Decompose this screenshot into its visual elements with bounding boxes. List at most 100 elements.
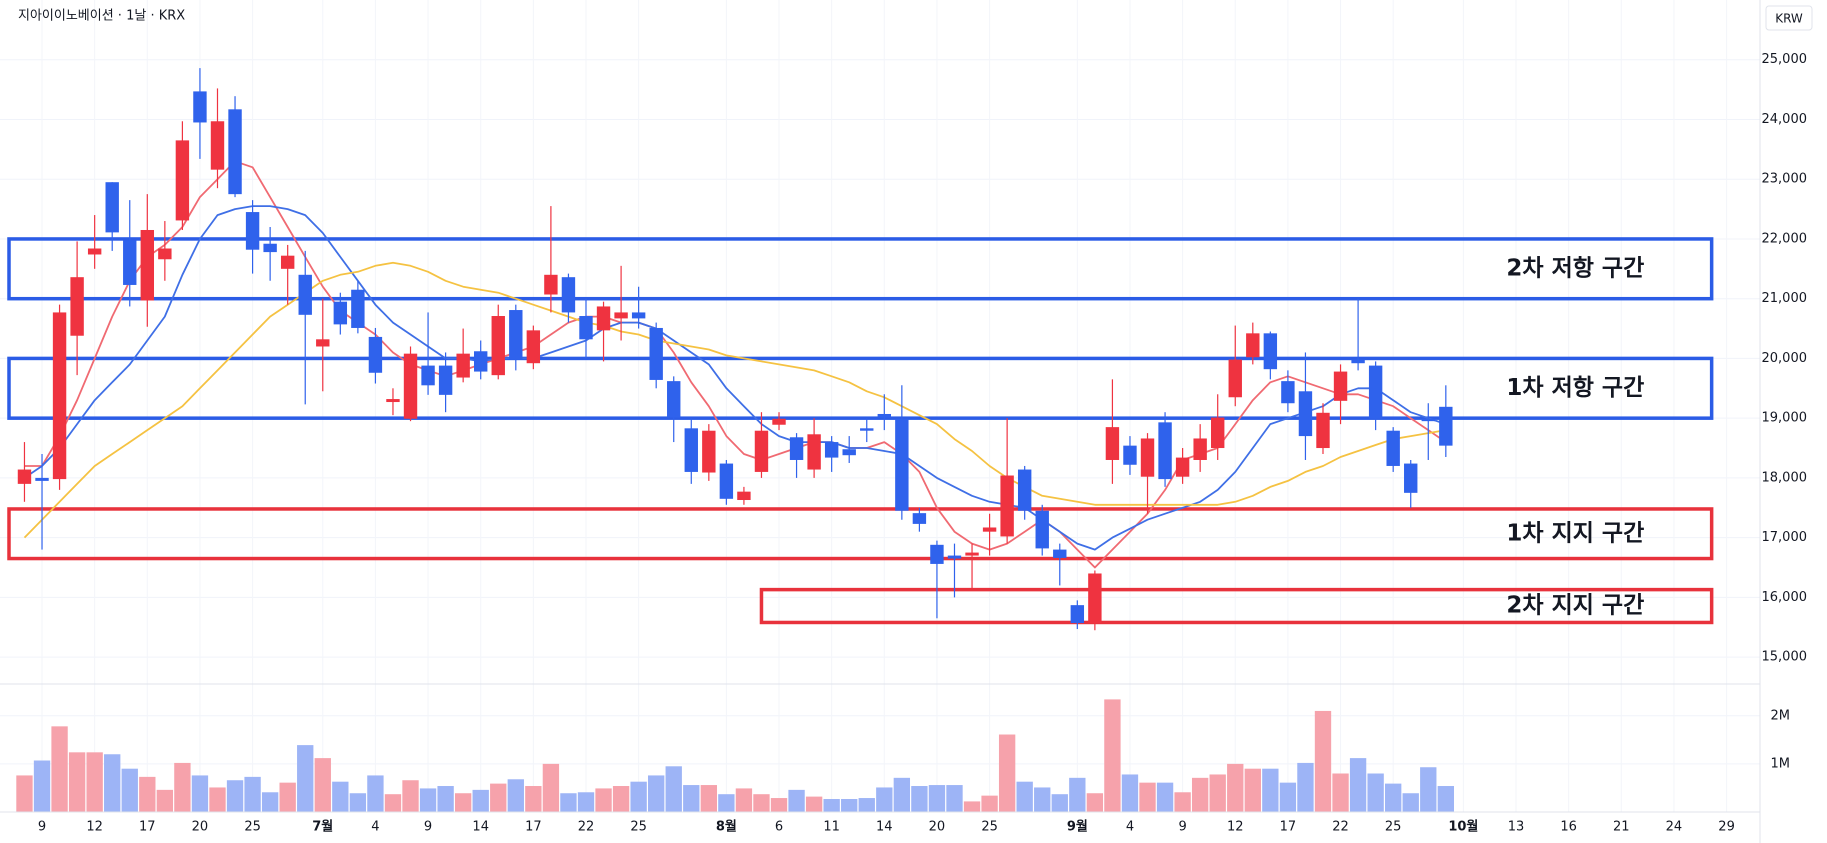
candle-body: [737, 491, 751, 501]
candle-body: [772, 418, 786, 425]
currency-label: KRW: [1775, 12, 1803, 26]
candle-body: [842, 449, 856, 456]
x-tick-label: 12: [86, 820, 103, 835]
volume-bar: [472, 789, 489, 812]
candle-body: [1351, 359, 1365, 364]
candle-body: [456, 353, 470, 378]
zone-label: 2차 저항 구간: [1506, 255, 1644, 281]
zone-box: [759, 587, 1714, 625]
volume-bar: [1420, 767, 1437, 812]
candle-body: [702, 430, 716, 473]
volume-bar: [367, 775, 384, 812]
volume-bar: [244, 776, 261, 812]
candle-body: [649, 327, 663, 380]
candle-body: [789, 437, 804, 460]
volume-bar: [1227, 763, 1244, 812]
candle-body: [1281, 381, 1295, 404]
candle-body: [1000, 475, 1014, 537]
volume-bar: [542, 763, 560, 812]
volume-bar: [683, 785, 700, 812]
candle-body: [1333, 371, 1348, 401]
y-tick-label: 20,000: [1762, 351, 1808, 366]
x-tick-label: 4: [371, 820, 379, 835]
volume-bar: [1016, 781, 1033, 812]
candle-body: [1368, 365, 1383, 419]
x-tick-label: 16: [1560, 820, 1577, 835]
x-tick-label: 21: [1613, 820, 1630, 835]
x-tick-label: 25: [244, 820, 261, 835]
x-tick-label: 24: [1666, 820, 1683, 835]
moving-averages: [23, 160, 1447, 569]
y-tick-label: 21,000: [1762, 291, 1808, 306]
volume-bar: [261, 792, 279, 812]
candle-body: [105, 182, 119, 233]
volume-bar: [1437, 786, 1454, 812]
moving-average-line: [23, 261, 1446, 539]
volume-bar: [876, 787, 893, 812]
volume-bar: [911, 786, 928, 812]
candle-body: [807, 434, 821, 470]
volume-bar: [1332, 773, 1349, 812]
candles: [17, 68, 1453, 631]
x-tick-label: 14: [876, 820, 893, 835]
volume-bar: [1297, 762, 1314, 812]
volume-bar: [1209, 774, 1226, 812]
y-tick-label: 22,000: [1762, 231, 1808, 246]
volume-bar: [1139, 782, 1156, 812]
candle-body: [210, 121, 225, 170]
x-tick-label: 7월: [312, 819, 333, 835]
volume-bar: [16, 775, 33, 812]
candle-body: [298, 274, 312, 315]
volume-bar: [419, 788, 437, 812]
candle-body: [351, 289, 365, 328]
x-tick-label: 17: [525, 820, 542, 835]
candle-body: [87, 248, 102, 255]
zone-label: 1차 지지 구간: [1506, 520, 1644, 546]
volume-bar: [279, 782, 296, 812]
candle-body: [509, 310, 523, 360]
candle-body: [667, 381, 681, 418]
volume-bar: [454, 793, 472, 812]
x-tick-label: 10월: [1448, 819, 1478, 835]
volume-bar: [156, 789, 174, 812]
volume-bar: [297, 745, 314, 812]
volume-bar: [51, 726, 68, 812]
candle-body: [579, 316, 593, 340]
candle-body: [1123, 445, 1137, 465]
volume-bar: [823, 799, 840, 812]
x-tick-label: 11: [823, 820, 840, 835]
volume-bar: [1367, 773, 1384, 812]
candle-body: [245, 212, 260, 250]
candle-body: [544, 274, 558, 295]
currency-badge[interactable]: [1765, 5, 1813, 31]
candle-body: [1439, 406, 1453, 446]
x-tick-label: 9: [1178, 820, 1186, 835]
x-tick-label: 17: [1280, 820, 1297, 835]
volume-bar: [384, 794, 402, 812]
candle-body: [930, 544, 944, 564]
candle-body: [140, 229, 155, 301]
candle-body: [491, 316, 505, 376]
volume-bar: [437, 786, 454, 812]
volume-bar: [577, 792, 595, 812]
y-tick-label: 23,000: [1762, 172, 1808, 187]
volume-bar: [928, 785, 946, 812]
candle-body: [35, 477, 49, 481]
x-tick-label: 8월: [716, 819, 737, 835]
candle-body: [614, 312, 628, 319]
volume-bar: [226, 780, 244, 812]
candle-body: [526, 330, 541, 364]
y-tick-label: 18,000: [1762, 470, 1808, 485]
x-tick-label: 12: [1227, 820, 1244, 835]
candle-body: [1404, 463, 1418, 493]
candle-body: [719, 463, 734, 499]
volume-bar: [1191, 777, 1209, 812]
y-tick-label: 17,000: [1762, 530, 1808, 545]
volume-bar: [1262, 768, 1279, 812]
candle-body: [1421, 418, 1435, 422]
candle-body: [17, 469, 32, 484]
candle-body: [947, 555, 962, 559]
zone-box: [7, 507, 1714, 561]
candle-body: [596, 306, 611, 331]
x-tick-label: 20: [192, 820, 209, 835]
